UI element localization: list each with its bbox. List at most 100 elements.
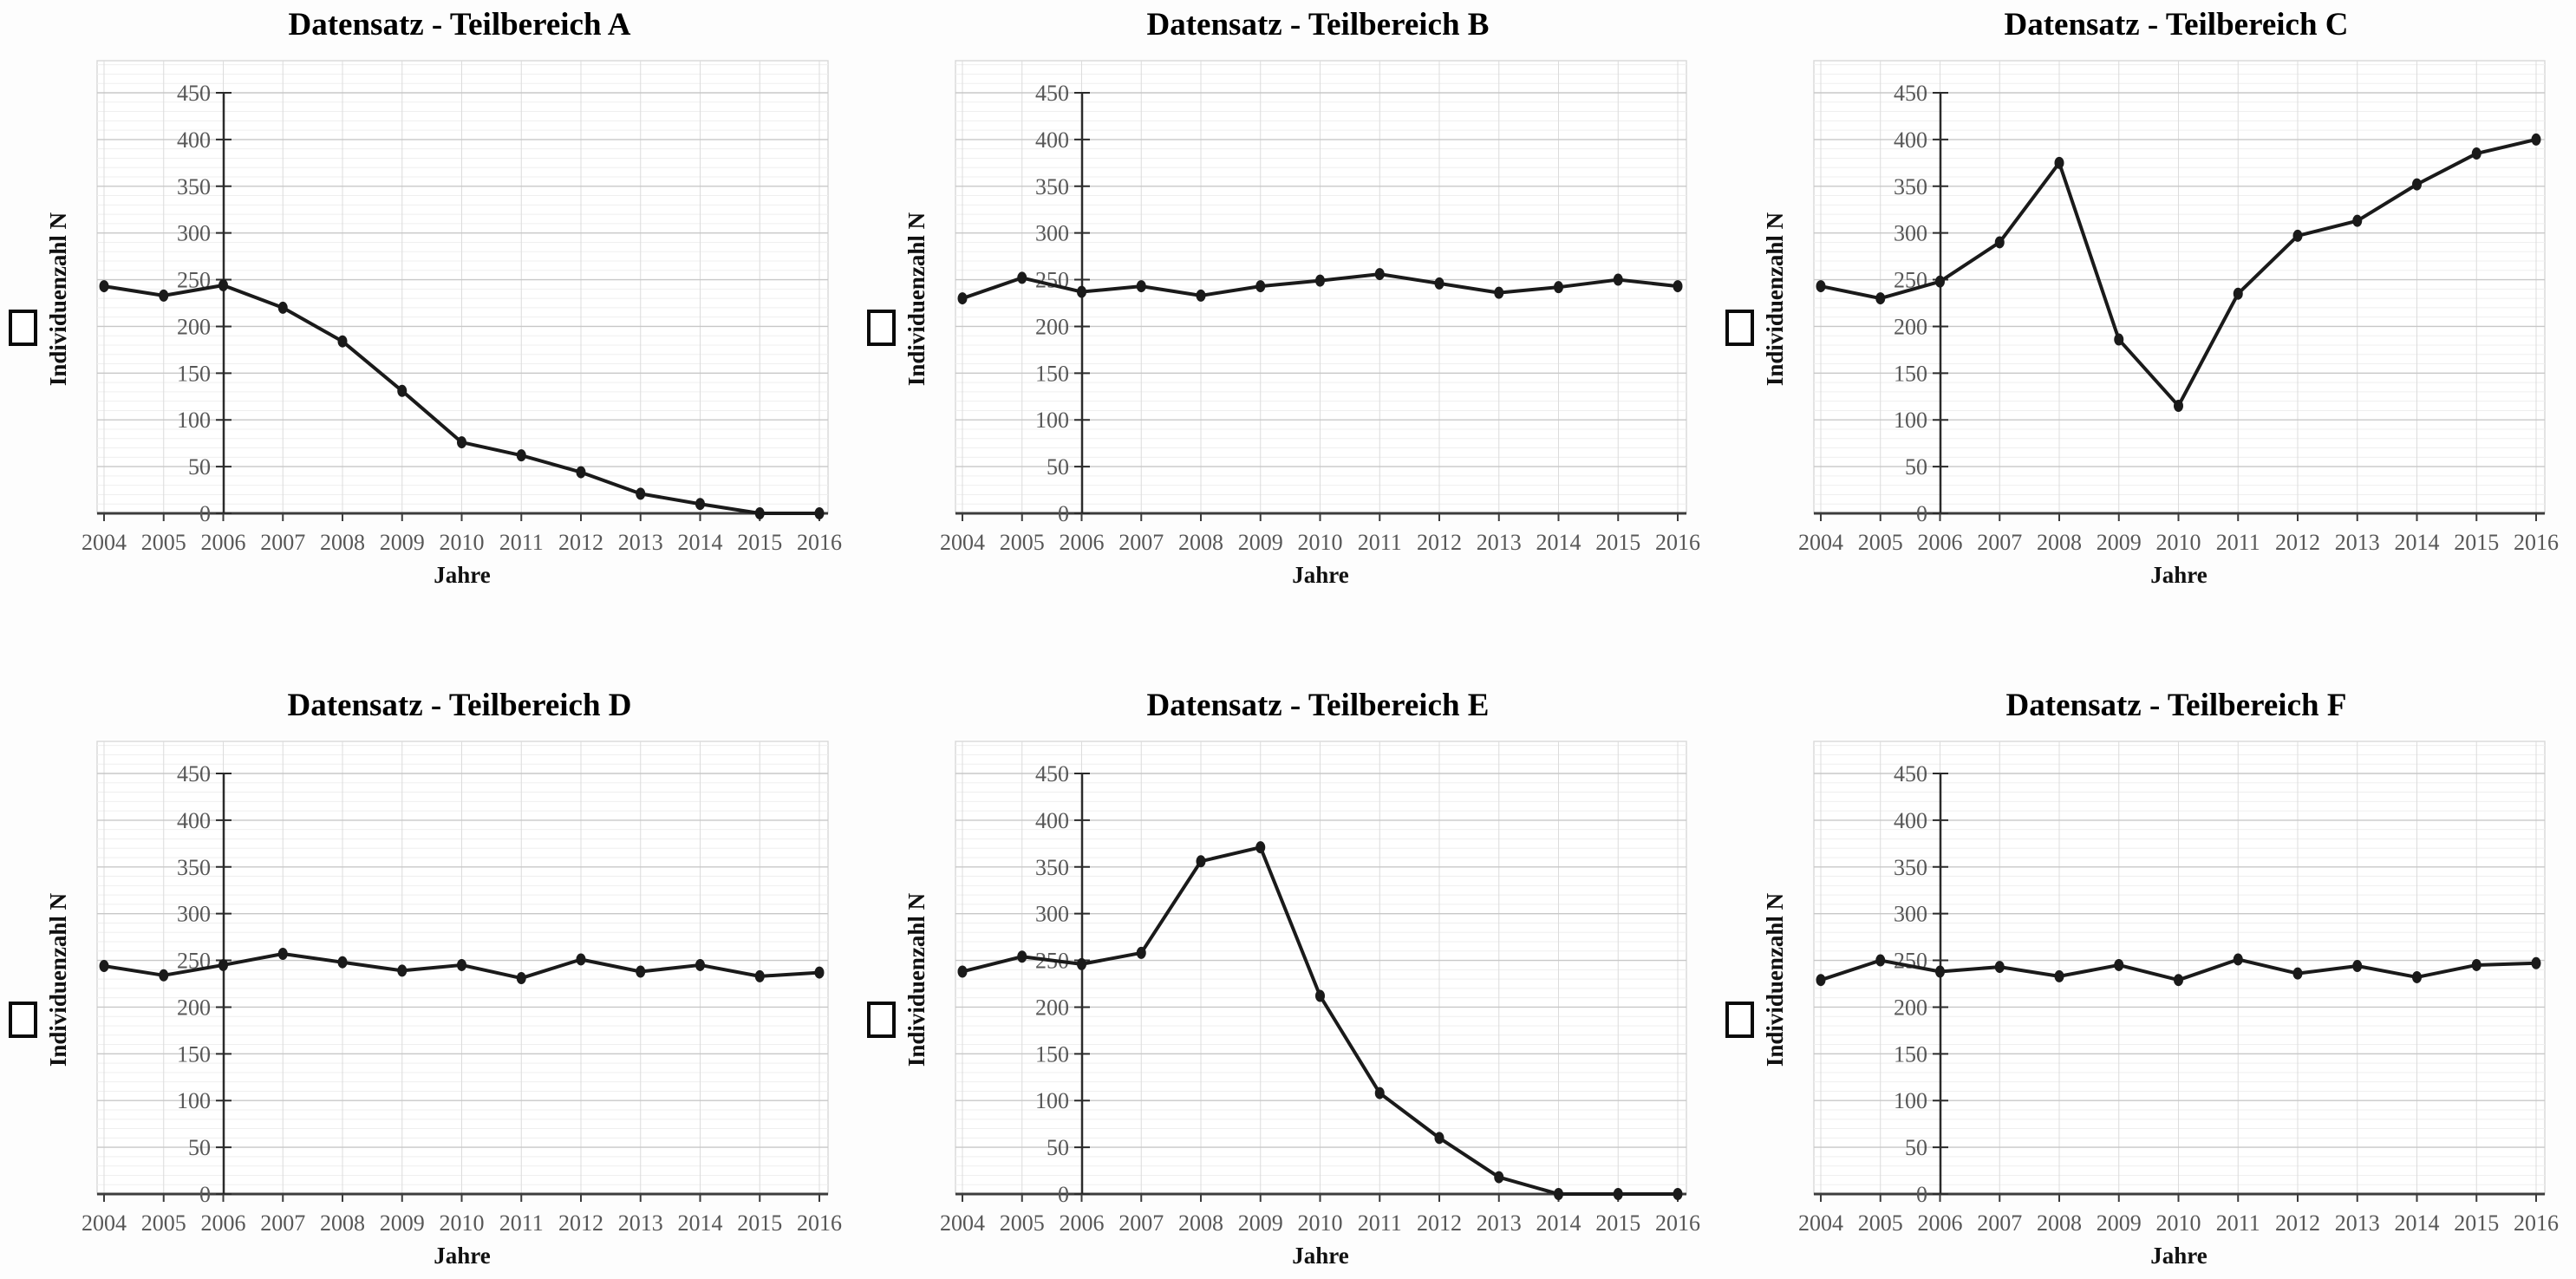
- y-tick-label: 350: [177, 855, 211, 880]
- x-tick-label: 2005: [1000, 530, 1045, 555]
- y-tick-label: 400: [177, 808, 211, 833]
- x-tick-label: 2007: [260, 1210, 305, 1236]
- data-point: [1374, 268, 1385, 281]
- data-point: [1935, 275, 1945, 288]
- y-tick-label: 350: [177, 174, 211, 199]
- x-tick-label: 2011: [1358, 530, 1402, 555]
- y-tick-label: 300: [1035, 221, 1069, 246]
- data-point: [1434, 277, 1445, 290]
- data-point: [218, 279, 228, 292]
- y-tick-label: 200: [1894, 995, 1927, 1020]
- x-tick-label: 2005: [1000, 1210, 1045, 1236]
- placeholder-box-icon: [1725, 1002, 1754, 1038]
- data-point: [457, 436, 466, 449]
- x-tick-label: 2007: [260, 530, 305, 555]
- data-point: [277, 948, 288, 961]
- y-tick-label: 300: [177, 902, 211, 927]
- y-tick-label: 450: [1035, 761, 1069, 786]
- x-tick-label: 2015: [1595, 530, 1640, 555]
- x-tick-label: 2015: [2454, 1210, 2499, 1236]
- x-tick-label: 2010: [1298, 530, 1343, 555]
- y-axis-title: Individuenzahl N: [1762, 212, 1788, 386]
- y-tick-label: 0: [1058, 1182, 1069, 1207]
- data-point: [1196, 289, 1206, 302]
- data-point: [636, 487, 646, 500]
- data-point: [1315, 274, 1325, 287]
- y-tick-label: 300: [177, 221, 211, 246]
- x-tick-label: 2014: [2395, 1210, 2440, 1236]
- y-tick-label: 50: [1905, 1135, 1927, 1160]
- data-point: [1994, 236, 2005, 249]
- chart-panel-a: 0 50 100 150 200 250 300 350 400 450 2004 2005 2006 2…: [0, 0, 858, 639]
- data-point: [1994, 961, 2005, 974]
- data-point: [337, 335, 348, 348]
- data-point: [1374, 1086, 1385, 1100]
- data-point: [2114, 958, 2124, 971]
- chart-title: Datensatz - Teilbereich E: [1147, 688, 1490, 723]
- data-point: [2292, 967, 2303, 980]
- x-tick-label: 2008: [2037, 1210, 2082, 1236]
- x-tick-label: 2004: [82, 530, 127, 555]
- placeholder-box-icon: [9, 1002, 37, 1038]
- y-tick-label: 150: [177, 361, 211, 386]
- x-tick-label: 2007: [1118, 530, 1164, 555]
- data-point: [516, 449, 526, 462]
- x-tick-label: 2015: [1595, 1210, 1640, 1236]
- data-point: [636, 965, 646, 978]
- x-tick-label: 2006: [1060, 530, 1105, 555]
- data-point: [2531, 956, 2541, 969]
- data-point: [516, 972, 526, 985]
- y-tick-label: 200: [177, 995, 211, 1020]
- data-point: [1554, 281, 1563, 294]
- data-point: [2531, 133, 2541, 146]
- y-tick-label: 450: [1894, 761, 1927, 786]
- y-tick-label: 300: [1894, 902, 1927, 927]
- data-point: [337, 956, 348, 969]
- x-tick-label: 2010: [1298, 1210, 1343, 1236]
- data-point: [1875, 954, 1886, 967]
- x-tick-label: 2004: [940, 530, 985, 555]
- y-axis-title: Individuenzahl N: [45, 212, 71, 386]
- x-tick-label: 2009: [1238, 530, 1283, 555]
- x-tick-label: 2009: [380, 530, 425, 555]
- x-tick-label: 2008: [320, 1210, 365, 1236]
- data-point: [2412, 970, 2422, 983]
- data-point: [576, 953, 586, 966]
- y-tick-label: 150: [1894, 1041, 1927, 1067]
- x-tick-label: 2013: [618, 1210, 663, 1236]
- x-tick-label: 2004: [82, 1210, 127, 1236]
- x-tick-label: 2015: [737, 1210, 782, 1236]
- y-tick-label: 100: [177, 408, 211, 433]
- data-point: [1017, 271, 1027, 284]
- x-tick-label: 2016: [1655, 530, 1700, 555]
- x-tick-label: 2009: [1238, 1210, 1283, 1236]
- data-point: [2471, 958, 2481, 971]
- y-tick-label: 350: [1035, 855, 1069, 880]
- data-point: [218, 958, 228, 971]
- x-tick-label: 2016: [2514, 530, 2559, 555]
- x-tick-label: 2006: [1918, 1210, 1963, 1236]
- x-tick-label: 2014: [2395, 530, 2440, 555]
- data-point: [2114, 333, 2124, 346]
- data-point: [397, 964, 408, 977]
- x-tick-label: 2016: [1655, 1210, 1700, 1236]
- data-point: [695, 958, 705, 971]
- data-point: [1077, 285, 1086, 298]
- y-tick-label: 200: [1035, 314, 1069, 339]
- data-point: [695, 498, 705, 511]
- y-axis-title: Individuenzahl N: [903, 892, 929, 1067]
- placeholder-box-icon: [9, 310, 37, 346]
- y-tick-label: 400: [1035, 808, 1069, 833]
- y-tick-label: 100: [1035, 1088, 1069, 1113]
- x-tick-label: 2016: [797, 1210, 842, 1236]
- y-tick-label: 0: [199, 1182, 211, 1207]
- y-tick-label: 450: [1894, 81, 1927, 106]
- data-point: [1494, 286, 1504, 299]
